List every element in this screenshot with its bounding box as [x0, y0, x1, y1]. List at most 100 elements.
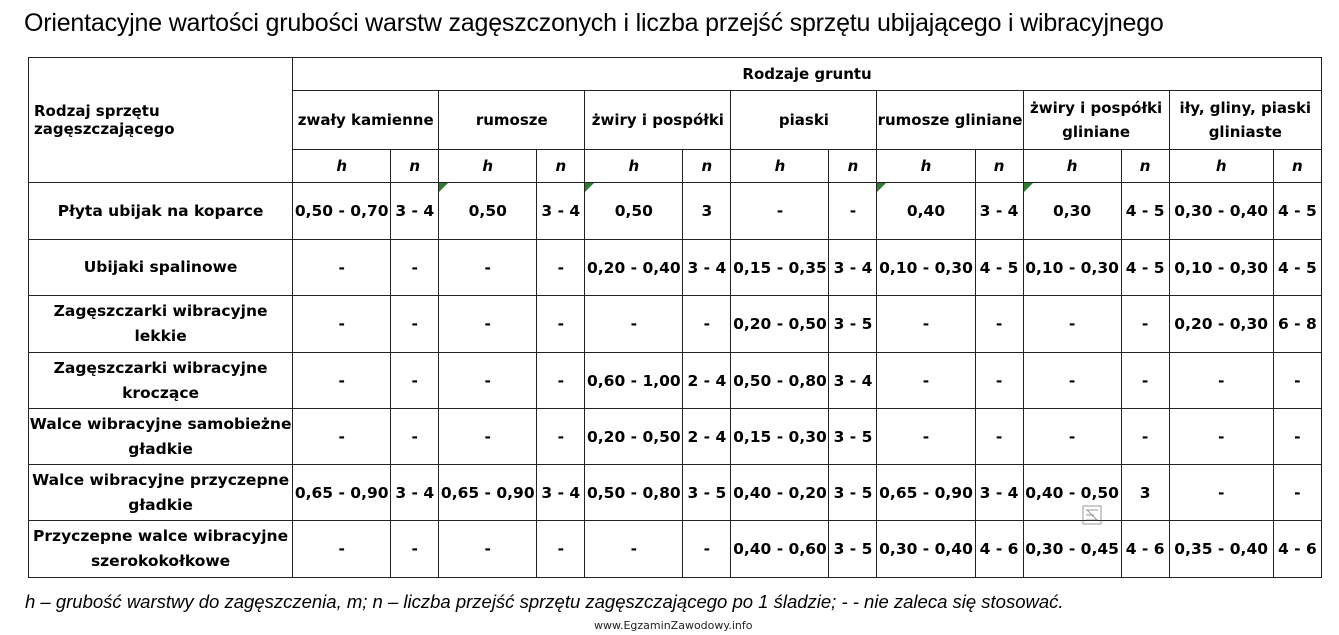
n-value: - [557, 258, 565, 277]
h-value: 0,30 - 0,45 [1025, 540, 1119, 558]
h-value: 0,15 - 0,35 [733, 258, 827, 277]
h-value: 0,35 - 0,40 [1174, 540, 1269, 558]
comment-marker-icon [585, 183, 595, 192]
soil-type-header: piaski [730, 90, 878, 150]
n-value: 6 - 8 [1277, 315, 1317, 333]
h-value: 0,20 - 0,50 [586, 427, 681, 446]
h-value: - [338, 315, 345, 333]
h-value: 0,20 - 0,50 [733, 315, 827, 333]
n-value: 3 - 5 [833, 483, 873, 502]
h-column-header: h [292, 149, 392, 183]
h-value: - [338, 371, 345, 390]
h-value: 0,50 - 0,70 [294, 202, 389, 220]
n-value: 4 - 6 [1125, 540, 1165, 558]
stamp-icon [1082, 505, 1102, 525]
n-value: - [1294, 427, 1301, 446]
h-column-header: h [1022, 149, 1122, 183]
n-value: 3 - 4 [395, 202, 435, 220]
h-value: 0,15 - 0,30 [733, 427, 827, 446]
h-value: - [630, 315, 638, 333]
comment-marker-icon [439, 183, 449, 192]
n-value: 3 - 4 [979, 483, 1019, 502]
n-value: 3 - 5 [833, 315, 873, 333]
n-value: 4 - 5 [1277, 202, 1317, 220]
n-value: 3 [701, 202, 713, 220]
n-column-header: n [974, 149, 1024, 183]
n-value: - [703, 540, 711, 558]
h-value: 0,10 - 0,30 [1174, 258, 1269, 277]
table-row: Przyczepne walce wibracyjne szerokokołko… [27, 520, 1323, 578]
soil-type-header: zwały kamienne [292, 90, 440, 150]
n-value: 4 - 6 [979, 540, 1019, 558]
h-value: - [484, 315, 491, 333]
h-value: - [484, 258, 491, 277]
soil-types-header: Rodzaje gruntu [292, 57, 1322, 91]
n-value: - [411, 371, 418, 390]
n-value: 4 - 5 [979, 258, 1019, 277]
soil-type-header: iły, gliny, piaski gliniaste [1168, 90, 1323, 150]
n-value: - [995, 315, 1003, 333]
h-value: - [922, 315, 930, 333]
n-value: - [411, 427, 418, 446]
n-value: 2 - 4 [687, 427, 727, 446]
table-row: Zagęszczarki wibracyjne kroczące - - - - 0,60… [27, 352, 1323, 409]
table-row: Płyta ubijak na koparce 0,50 - 0,70 3 - 4 0… [27, 182, 1323, 240]
footnote: h – grubość warstwy do zagęszczenia, m; … [25, 591, 1064, 612]
n-value: - [849, 202, 857, 220]
h-value: 0,20 - 0,40 [586, 258, 681, 277]
comment-marker-icon [1023, 183, 1033, 192]
n-value: 4 - 5 [1277, 258, 1317, 277]
h-value: 0,50 [468, 202, 507, 220]
h-value: - [776, 202, 784, 220]
h-value: - [922, 371, 930, 390]
h-value: 0,65 - 0,90 [879, 483, 973, 502]
n-column-header: n [828, 149, 878, 183]
h-value: 0,65 - 0,90 [440, 483, 535, 502]
n-column-header: n [390, 149, 440, 183]
h-value: 0,30 [1052, 202, 1092, 220]
n-value: - [411, 258, 418, 277]
table-row: Walce wibracyjne przyczepne gładkie 0,65 … [27, 464, 1323, 521]
h-value: - [484, 427, 491, 446]
soil-type-header: żwiry i pospółki [584, 90, 732, 150]
soil-type-header: rumosze gliniane [876, 90, 1024, 150]
h-column-header: h [438, 149, 538, 183]
h-value: 0,60 - 1,00 [586, 371, 681, 390]
n-value: 3 - 4 [395, 483, 435, 502]
n-value: 2 - 4 [687, 371, 727, 390]
n-value: - [1141, 315, 1149, 333]
n-value: - [1141, 371, 1149, 390]
n-value: 3 - 5 [833, 427, 873, 446]
equipment-label: Przyczepne walce wibracyjne szerokokołko… [27, 520, 294, 578]
h-value: - [1217, 371, 1225, 390]
n-column-header: n [1120, 149, 1170, 183]
n-value: - [1141, 427, 1149, 446]
table-row: Walce wibracyjne samobieżne gładkie - - - - 0… [27, 408, 1323, 465]
comment-marker-icon [877, 183, 887, 192]
h-column-header: h [730, 149, 830, 183]
n-value: 3 - 4 [541, 483, 581, 502]
n-value: 3 [1139, 483, 1151, 502]
equipment-column-header: Rodzaj sprzętu zagęszczającego [27, 57, 294, 183]
h-value: 0,30 - 0,40 [879, 540, 973, 558]
equipment-label: Zagęszczarki wibracyjne kroczące [27, 352, 294, 409]
soil-type-header: żwiry i pospółki gliniane [1022, 90, 1170, 150]
table-row: Zagęszczarki wibracyjne lekkie - - - - - - 0,20… [27, 295, 1323, 353]
n-value: 3 - 4 [979, 202, 1019, 220]
n-value: - [557, 315, 565, 333]
n-value: - [995, 371, 1003, 390]
h-value: 0,40 [906, 202, 946, 220]
n-value: 4 - 6 [1277, 540, 1317, 558]
n-value: 3 - 5 [687, 483, 727, 502]
n-value: - [557, 371, 565, 390]
h-value: - [1068, 315, 1076, 333]
n-value: - [703, 315, 711, 333]
h-value: 0,30 - 0,40 [1174, 202, 1269, 220]
n-value: - [557, 540, 565, 558]
h-value: 0,50 [614, 202, 653, 220]
n-value: - [995, 427, 1003, 446]
h-column-header: h [1168, 149, 1274, 183]
h-value: 0,50 - 0,80 [733, 371, 827, 390]
n-value: 3 - 4 [541, 202, 581, 220]
n-value: 3 - 4 [833, 371, 873, 390]
